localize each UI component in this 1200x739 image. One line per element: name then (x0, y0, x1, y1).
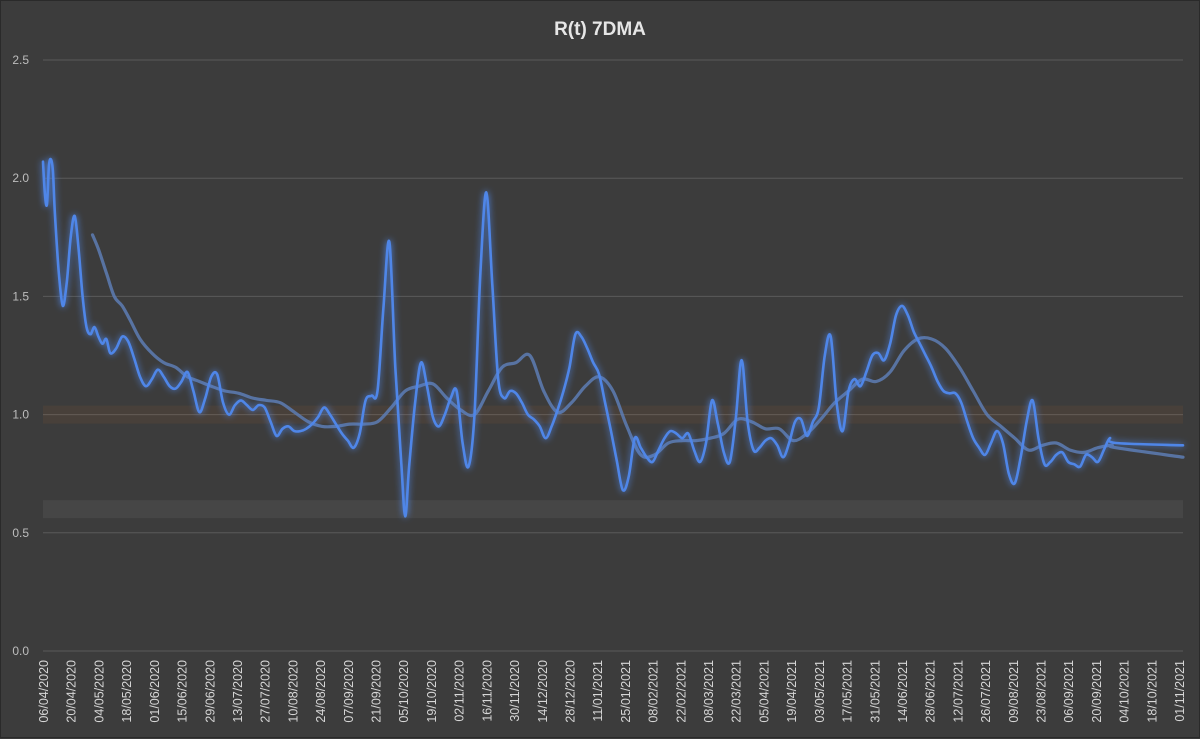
y-tick-label: 1.0 (12, 408, 29, 422)
x-tick-label: 22/03/2021 (730, 660, 744, 723)
x-tick-label: 06/04/2020 (37, 660, 51, 723)
x-tick-label: 06/09/2021 (1062, 660, 1076, 723)
x-tick-label: 03/05/2021 (813, 660, 827, 723)
x-tick-label: 05/10/2020 (397, 660, 411, 723)
x-axis-ticks: 06/04/2020 20/04/2020 04/05/2020 18/05/2020… (37, 660, 1187, 723)
y-tick-label: 0.5 (12, 526, 29, 540)
series-line (41, 157, 1185, 518)
x-tick-label: 22/02/2021 (674, 660, 688, 723)
series-lines (41, 157, 1185, 518)
series-line (90, 233, 1185, 459)
y-tick-label: 2.0 (12, 171, 29, 185)
x-tick-label: 13/07/2020 (231, 660, 245, 723)
x-tick-label: 28/12/2020 (563, 660, 577, 723)
x-tick-label: 04/10/2021 (1118, 660, 1132, 723)
x-tick-label: 11/01/2021 (591, 660, 605, 722)
y-tick-label: 0.0 (12, 644, 29, 658)
y-axis-ticks: 0.0 0.5 1.0 1.5 2.0 2.5 (12, 53, 29, 658)
x-tick-label: 09/08/2021 (1007, 660, 1021, 723)
x-tick-label: 18/05/2020 (120, 660, 134, 723)
x-tick-label: 12/07/2021 (951, 660, 965, 723)
x-tick-label: 04/05/2020 (92, 660, 106, 723)
x-tick-label: 23/08/2021 (1035, 660, 1049, 723)
reference-lines (43, 405, 1183, 519)
x-tick-label: 14/06/2021 (896, 660, 910, 723)
gridlines (43, 59, 1183, 652)
x-tick-label: 31/05/2021 (868, 660, 882, 723)
x-tick-label: 10/08/2020 (286, 660, 300, 723)
x-tick-label: 27/07/2020 (259, 660, 273, 723)
x-tick-label: 20/09/2021 (1090, 660, 1104, 723)
x-tick-label: 25/01/2021 (619, 660, 633, 723)
x-tick-label: 07/09/2020 (342, 660, 356, 723)
x-tick-label: 26/07/2021 (979, 660, 993, 723)
x-tick-label: 08/03/2021 (702, 660, 716, 723)
x-tick-label: 16/11/2020 (480, 660, 494, 722)
x-tick-label: 05/04/2021 (757, 660, 771, 723)
x-tick-label: 29/06/2020 (203, 660, 217, 723)
y-tick-label: 2.5 (12, 53, 29, 67)
x-tick-label: 24/08/2020 (314, 660, 328, 723)
x-tick-label: 01/11/2021 (1173, 660, 1187, 722)
y-tick-label: 1.5 (12, 289, 29, 303)
x-tick-label: 19/10/2020 (425, 660, 439, 723)
x-tick-label: 19/04/2021 (785, 660, 799, 723)
x-tick-label: 17/05/2021 (841, 660, 855, 723)
x-tick-label: 08/02/2021 (647, 660, 661, 723)
x-tick-label: 21/09/2020 (370, 660, 384, 723)
x-tick-label: 02/11/2020 (453, 660, 467, 722)
x-tick-label: 14/12/2020 (536, 660, 550, 723)
x-tick-label: 30/11/2020 (508, 660, 522, 722)
x-tick-label: 01/06/2020 (148, 660, 162, 723)
x-tick-label: 18/10/2021 (1145, 660, 1159, 723)
chart-title: R(t) 7DMA (554, 19, 646, 40)
x-tick-label: 15/06/2020 (176, 660, 190, 723)
x-tick-label: 28/06/2021 (924, 660, 938, 723)
x-tick-label: 20/04/2020 (65, 660, 79, 723)
